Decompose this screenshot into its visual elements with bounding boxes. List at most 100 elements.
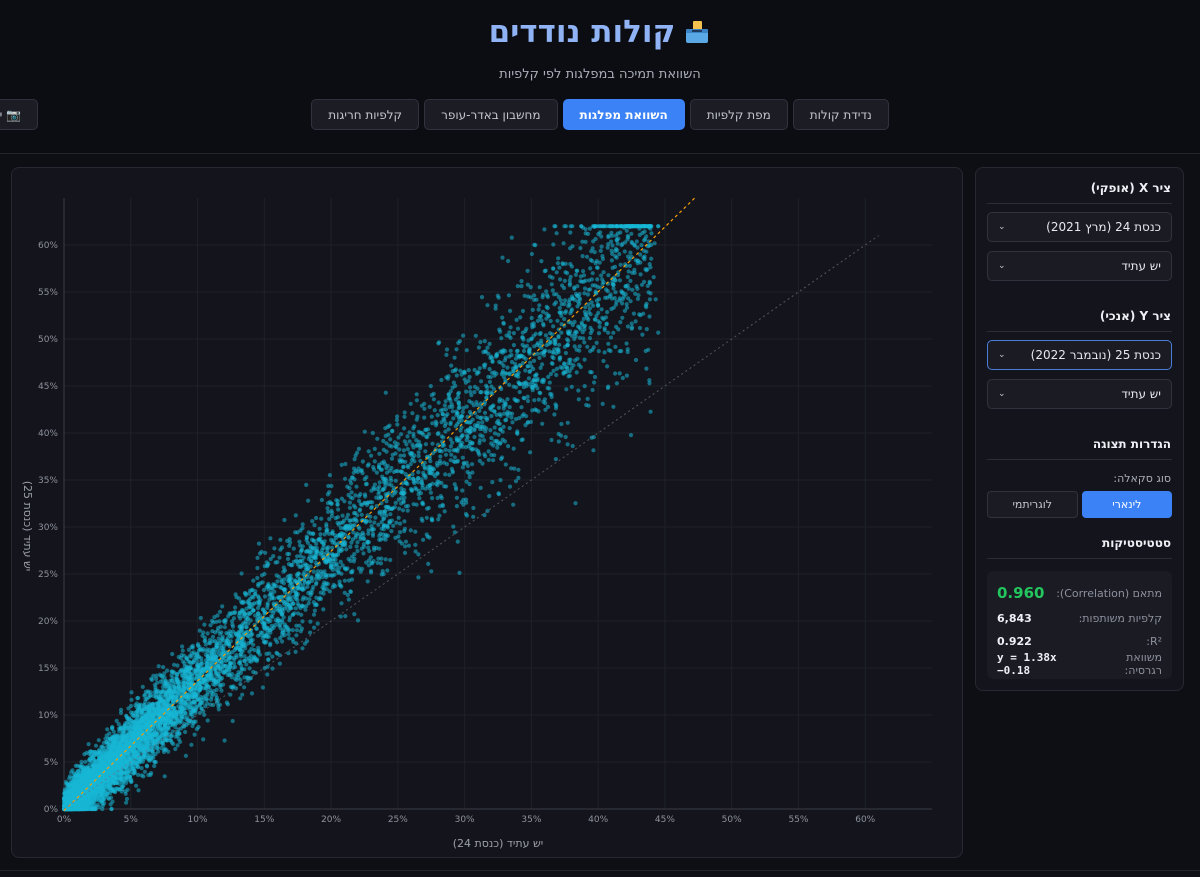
scatter-point bbox=[383, 390, 388, 395]
tab-party-comparison[interactable]: השוואת מפלגות bbox=[562, 99, 685, 130]
scatter-point bbox=[310, 519, 315, 524]
scatter-point bbox=[278, 537, 283, 542]
scatter-point bbox=[327, 473, 332, 478]
scatter-point bbox=[653, 297, 658, 302]
scatter-point bbox=[598, 248, 603, 253]
scatter-point bbox=[574, 347, 579, 352]
scatter-point bbox=[553, 457, 559, 462]
scatter-point bbox=[432, 408, 437, 413]
scatter-point bbox=[389, 456, 395, 461]
scatter-point bbox=[536, 397, 542, 402]
scatter-point bbox=[413, 542, 418, 547]
scatter-point bbox=[295, 554, 300, 559]
scatter-point bbox=[118, 707, 124, 713]
scatter-point bbox=[605, 310, 610, 315]
scatter-point bbox=[447, 448, 452, 453]
scatter-point bbox=[417, 496, 422, 501]
scatter-point bbox=[349, 577, 355, 582]
scatter-point bbox=[467, 374, 472, 380]
scatter-point bbox=[436, 517, 441, 522]
scatter-point bbox=[360, 530, 365, 535]
scatter-point bbox=[547, 380, 552, 385]
scatter-point bbox=[465, 463, 470, 468]
scatter-point bbox=[348, 544, 353, 549]
tab-vote-migration[interactable]: נדידת קולות bbox=[792, 99, 889, 130]
scatter-point bbox=[105, 727, 110, 732]
screenshot-button[interactable]: 📷 יי bbox=[0, 99, 38, 130]
scatter-point bbox=[555, 261, 561, 266]
scatter-point bbox=[589, 370, 594, 375]
scatter-point bbox=[430, 496, 435, 501]
scatter-point bbox=[637, 325, 643, 331]
scatter-point bbox=[456, 391, 461, 396]
scatter-point bbox=[365, 463, 370, 468]
page-title: קולות נודדים bbox=[0, 14, 1200, 50]
tab-polling-map[interactable]: מפת קלפיות bbox=[689, 99, 788, 130]
scatter-point bbox=[408, 461, 413, 467]
scatter-point bbox=[433, 423, 439, 428]
scatter-point bbox=[464, 500, 469, 505]
scatter-point bbox=[557, 342, 562, 347]
scatter-point bbox=[495, 445, 500, 450]
scatter-point bbox=[592, 380, 597, 385]
scatter-point bbox=[620, 315, 625, 320]
scatter-point bbox=[525, 268, 530, 273]
scatter-point bbox=[355, 540, 360, 545]
scatter-point bbox=[201, 737, 206, 742]
scatter-point bbox=[628, 278, 633, 283]
scatter-point bbox=[366, 563, 371, 568]
scatter-point bbox=[431, 391, 436, 396]
scatter-point bbox=[336, 570, 341, 575]
scatter-point bbox=[494, 352, 499, 357]
scatter-point bbox=[450, 440, 455, 445]
scatter-point bbox=[430, 441, 435, 446]
scatter-point bbox=[648, 291, 653, 296]
tab-bader-ofer-calculator[interactable]: מחשבון באדר-עופר bbox=[424, 99, 558, 130]
scatter-point bbox=[384, 499, 389, 504]
scatter-point bbox=[584, 254, 590, 259]
scatter-point bbox=[299, 612, 304, 617]
scatter-point bbox=[369, 527, 374, 532]
scatter-point bbox=[562, 278, 567, 283]
scatter-point bbox=[572, 285, 577, 290]
scatter-point bbox=[582, 340, 587, 345]
scatter-point bbox=[174, 720, 179, 725]
scatter-point bbox=[529, 251, 535, 257]
scatter-point bbox=[497, 399, 502, 404]
scatter-point bbox=[627, 263, 633, 268]
scatter-point bbox=[492, 373, 497, 378]
scatter-point bbox=[452, 355, 457, 360]
scatter-point bbox=[516, 475, 521, 480]
scatter-point bbox=[545, 385, 550, 391]
scatter-point bbox=[589, 300, 594, 305]
tab-outlier-stations[interactable]: קלפיות חריגות bbox=[311, 99, 420, 130]
scatter-point bbox=[595, 277, 600, 282]
scatter-point bbox=[591, 345, 596, 350]
scatter-point bbox=[420, 486, 425, 491]
scatter-point bbox=[443, 399, 448, 404]
scatter-point bbox=[608, 335, 614, 340]
scatter-point bbox=[262, 611, 267, 616]
scatter-point bbox=[397, 506, 402, 511]
scatter-point bbox=[593, 283, 598, 288]
scatter-point bbox=[397, 447, 402, 452]
scatter-point bbox=[403, 459, 408, 464]
scatter-point bbox=[453, 485, 458, 490]
scatter-point bbox=[520, 308, 526, 314]
scatter-point bbox=[581, 336, 586, 341]
scatter-point bbox=[114, 718, 119, 724]
scatter-point bbox=[376, 522, 381, 527]
scatter-point bbox=[507, 405, 512, 410]
scatter-point bbox=[599, 273, 604, 278]
scatter-point bbox=[519, 405, 524, 410]
scatter-point bbox=[537, 355, 542, 360]
scatter-point bbox=[304, 482, 309, 487]
scatter-point bbox=[556, 439, 561, 444]
scatter-point bbox=[399, 432, 404, 437]
scatter-point bbox=[537, 285, 542, 290]
scatter-point bbox=[558, 277, 563, 282]
scatter-point bbox=[528, 285, 533, 290]
scatter-point bbox=[217, 619, 222, 624]
scatter-point bbox=[165, 668, 170, 673]
scatter-point bbox=[270, 586, 275, 591]
